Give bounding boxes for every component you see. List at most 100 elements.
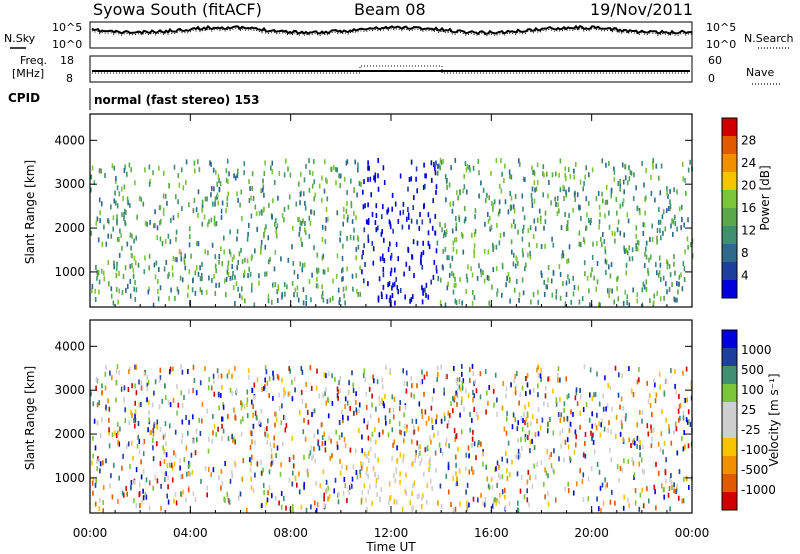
range-gate-cell bbox=[558, 208, 560, 214]
nsearch-label: N.Search bbox=[744, 32, 794, 45]
range-gate-cell bbox=[425, 282, 428, 288]
range-gate-cell bbox=[380, 487, 383, 492]
range-gate-cell bbox=[542, 164, 545, 170]
range-gate-cell bbox=[496, 222, 498, 228]
range-gate-cell bbox=[587, 200, 590, 206]
range-gate-cell bbox=[214, 201, 216, 207]
range-gate-cell bbox=[443, 390, 445, 396]
range-gate-cell bbox=[156, 478, 159, 484]
range-gate-cell bbox=[363, 418, 365, 424]
range-gate-cell bbox=[536, 180, 539, 186]
range-gate-cell bbox=[412, 239, 415, 245]
range-gate-cell bbox=[389, 495, 392, 500]
range-gate-cell bbox=[147, 289, 150, 295]
colorbar-segment bbox=[722, 330, 737, 348]
range-gate-cell bbox=[431, 485, 433, 491]
range-gate-cell bbox=[392, 414, 395, 420]
range-gate-cell bbox=[197, 271, 200, 277]
range-gate-cell bbox=[401, 224, 404, 230]
range-gate-cell bbox=[462, 378, 465, 384]
range-gate-cell bbox=[321, 421, 324, 427]
range-gate-cell bbox=[389, 368, 391, 374]
range-gate-cell bbox=[573, 168, 575, 174]
range-gate-cell bbox=[439, 300, 442, 306]
range-gate-cell bbox=[391, 456, 393, 462]
range-gate-cell bbox=[453, 395, 456, 401]
range-gate-cell bbox=[517, 229, 519, 235]
range-gate-cell bbox=[285, 158, 287, 164]
range-gate-cell bbox=[399, 452, 402, 458]
range-gate-cell bbox=[459, 412, 461, 418]
range-gate-cell bbox=[288, 194, 291, 200]
range-gate-cell bbox=[382, 204, 384, 210]
range-gate-cell bbox=[544, 393, 547, 399]
range-gate-cell bbox=[337, 491, 340, 497]
range-gate-cell bbox=[305, 403, 307, 409]
range-gate-cell bbox=[179, 465, 181, 471]
range-gate-cell bbox=[582, 407, 585, 412]
range-gate-cell bbox=[521, 385, 524, 391]
range-gate-cell bbox=[466, 482, 469, 488]
range-gate-cell bbox=[430, 160, 433, 166]
range-gate-cell bbox=[288, 457, 291, 463]
range-gate-cell bbox=[472, 371, 474, 377]
range-gate-cell bbox=[355, 246, 358, 252]
range-gate-cell bbox=[166, 463, 169, 469]
range-gate-cell bbox=[258, 273, 260, 279]
range-gate-cell bbox=[446, 374, 448, 380]
range-gate-cell bbox=[152, 485, 154, 491]
range-gate-cell bbox=[161, 398, 164, 404]
range-gate-cell bbox=[125, 485, 127, 491]
range-gate-cell bbox=[222, 428, 225, 434]
nave-label: Nave bbox=[746, 66, 774, 79]
range-gate-cell bbox=[294, 476, 297, 481]
range-gate-cell bbox=[217, 391, 220, 397]
range-gate-cell bbox=[234, 414, 236, 420]
range-gate-cell bbox=[129, 366, 131, 372]
range-gate-cell bbox=[533, 218, 536, 224]
range-gate-cell bbox=[519, 488, 522, 494]
range-gate-cell bbox=[414, 452, 417, 458]
range-gate-cell bbox=[423, 162, 425, 168]
range-gate-cell bbox=[361, 448, 363, 454]
range-gate-cell bbox=[572, 490, 575, 496]
y-tick-label: 1000 bbox=[54, 471, 85, 485]
range-gate-cell bbox=[91, 460, 93, 466]
range-gate-cell bbox=[100, 168, 102, 174]
range-gate-cell bbox=[563, 401, 566, 407]
range-gate-cell bbox=[449, 263, 452, 269]
range-gate-cell bbox=[264, 384, 266, 390]
range-gate-cell bbox=[102, 270, 105, 276]
range-gate-cell bbox=[381, 384, 384, 390]
range-gate-cell bbox=[366, 507, 368, 512]
range-gate-cell bbox=[452, 246, 455, 252]
range-gate-cell bbox=[637, 240, 640, 246]
range-gate-cell bbox=[578, 241, 581, 247]
range-gate-cell bbox=[159, 375, 162, 381]
range-gate-cell bbox=[369, 176, 372, 182]
freq-tick-high: 18 bbox=[60, 54, 74, 67]
range-gate-cell bbox=[534, 432, 537, 438]
range-gate-cell bbox=[630, 170, 633, 176]
x-tick-label: 16:00 bbox=[474, 526, 509, 540]
range-gate-cell bbox=[660, 163, 663, 169]
range-gate-cell bbox=[540, 367, 542, 373]
range-gate-cell bbox=[231, 275, 234, 281]
range-gate-cell bbox=[638, 377, 640, 383]
range-gate-cell bbox=[181, 206, 183, 212]
range-gate-cell bbox=[213, 274, 215, 279]
range-gate-cell bbox=[182, 185, 185, 191]
range-gate-cell bbox=[311, 412, 313, 417]
range-gate-cell bbox=[579, 424, 581, 430]
range-gate-cell bbox=[304, 227, 306, 233]
range-gate-cell bbox=[681, 216, 683, 222]
y-tick-label: 4000 bbox=[54, 133, 85, 147]
range-gate-cell bbox=[488, 276, 490, 281]
range-gate-cell bbox=[180, 363, 182, 369]
range-gate-cell bbox=[604, 375, 606, 381]
range-gate-cell bbox=[659, 228, 661, 234]
range-gate-cell bbox=[654, 398, 657, 404]
range-gate-cell bbox=[229, 478, 232, 484]
range-gate-cell bbox=[417, 426, 420, 432]
range-gate-cell bbox=[250, 287, 253, 293]
